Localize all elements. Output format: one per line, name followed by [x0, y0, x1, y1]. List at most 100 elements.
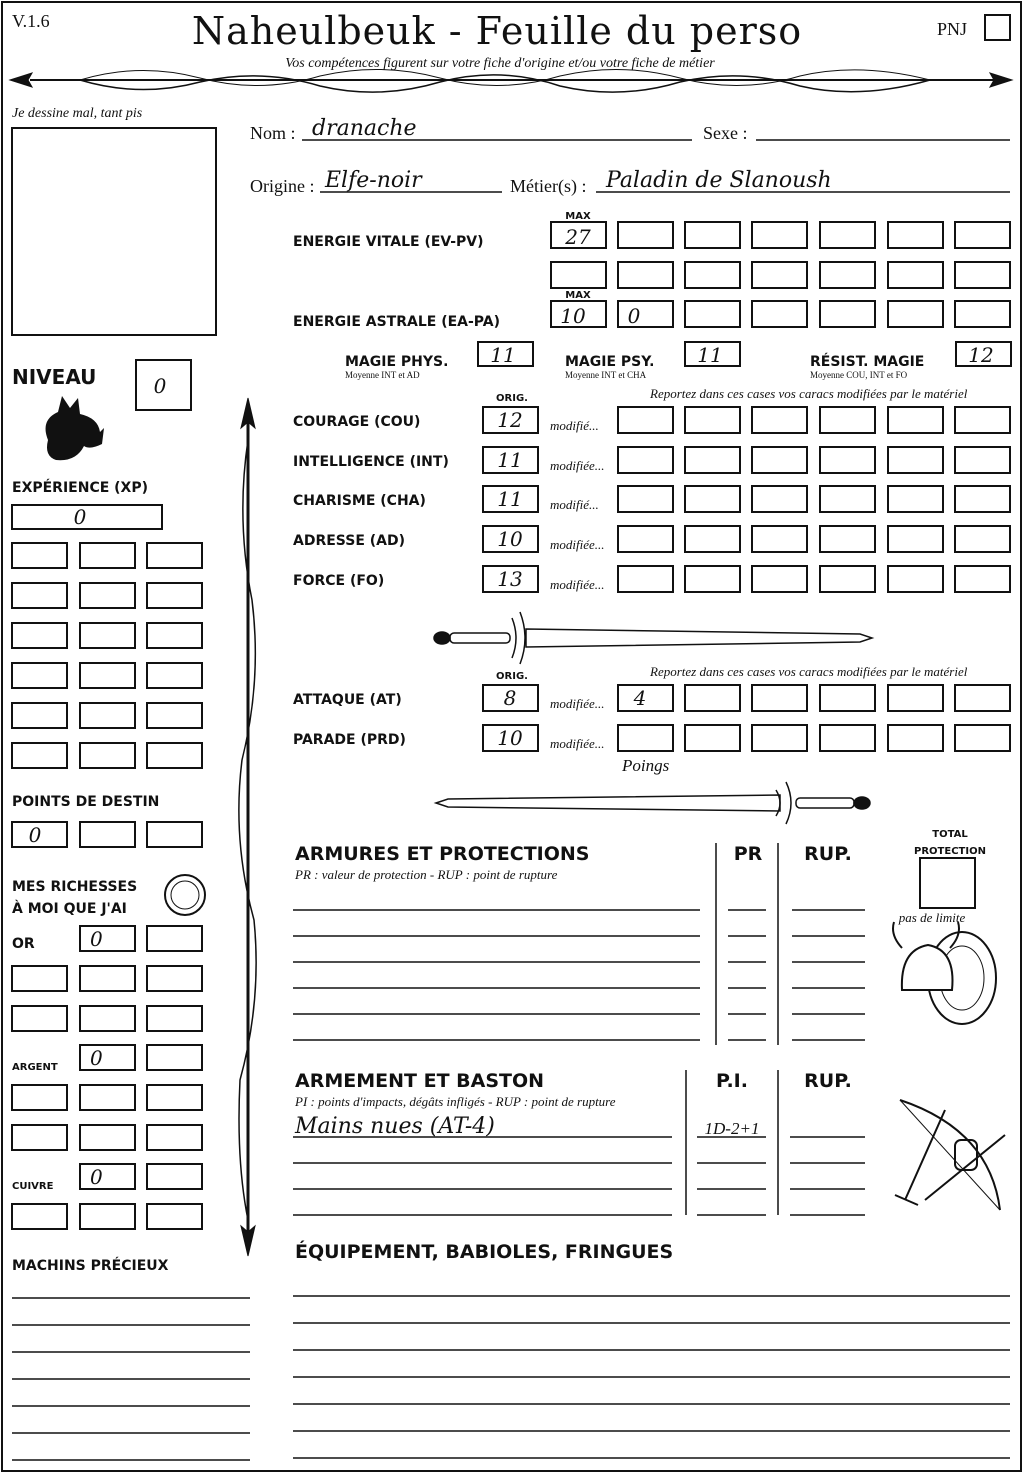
input-box [482, 525, 539, 553]
input-box [11, 504, 163, 530]
sheet-title: Naheulbeuk - Feuille du perso [192, 9, 802, 53]
total-label: TOTAL [932, 829, 968, 840]
input-box [79, 542, 136, 569]
section-title: ARMEMENT ET BASTON [295, 1070, 544, 1092]
input-box [146, 582, 203, 609]
input-box [887, 221, 944, 249]
input-box [146, 542, 203, 569]
stat-value: 8 [504, 686, 517, 710]
input-box [819, 565, 876, 593]
input-box [550, 261, 607, 289]
input-box [146, 1203, 203, 1230]
input-box [79, 925, 136, 952]
sheet-subtitle: Vos compétences figurent sur votre fiche… [285, 56, 715, 71]
name-label: Nom : [250, 123, 296, 143]
stat-value: 10 [497, 726, 523, 750]
stat-label: PARADE (PRD) [293, 732, 406, 748]
stat-label: ADRESSE (AD) [293, 533, 405, 549]
input-box [684, 684, 741, 712]
input-box [146, 821, 203, 848]
input-box [79, 702, 136, 729]
modified-label: modifiée... [550, 577, 605, 592]
top-spear [8, 69, 1014, 93]
sword-2 [433, 781, 871, 825]
magic-label: MAGIE PHYS. [345, 354, 448, 370]
level-label: NIVEAU [12, 365, 96, 389]
input-box [146, 965, 203, 992]
magic-label: MAGIE PSY. [565, 354, 654, 370]
input-box [751, 300, 808, 328]
vital-label: ENERGIE VITALE (EV-PV) [293, 234, 484, 250]
input-box [954, 724, 1011, 752]
input-box [482, 565, 539, 593]
stat-label: CHARISME (CHA) [293, 493, 426, 509]
stat-note: Reportez dans ces cases vos caracs modif… [649, 664, 968, 679]
portrait-label: Je dessine mal, tant pis [12, 106, 143, 121]
input-box [11, 1124, 68, 1151]
input-box [819, 300, 876, 328]
input-box [617, 684, 674, 712]
input-box [11, 1084, 68, 1111]
input-box [550, 221, 607, 249]
no-limit: pas de limite [898, 910, 966, 925]
input-box [146, 1005, 203, 1032]
magic-note: Moyenne INT et CHA [565, 370, 647, 380]
input-box [887, 261, 944, 289]
input-box [477, 341, 534, 367]
input-box [617, 300, 674, 328]
input-box [146, 1044, 203, 1071]
input-box [954, 684, 1011, 712]
stat-value: 11 [497, 487, 522, 511]
input-box [482, 406, 539, 434]
input-box [954, 261, 1011, 289]
input-box [954, 446, 1011, 474]
max-label: MAX [565, 211, 591, 222]
input-box [79, 742, 136, 769]
input-box [819, 406, 876, 434]
input-box [79, 622, 136, 649]
input-box [79, 1005, 136, 1032]
modified-label: modifié... [550, 418, 599, 433]
input-box [617, 406, 674, 434]
input-box [954, 406, 1011, 434]
magic-value: 11 [490, 343, 515, 367]
input-box [751, 724, 808, 752]
input-box [482, 724, 539, 752]
stat-note: Reportez dans ces cases vos caracs modif… [649, 386, 968, 401]
input-box [146, 1084, 203, 1111]
section-title: ARMURES ET PROTECTIONS [295, 843, 590, 865]
input-box [617, 446, 674, 474]
input-box [11, 1005, 68, 1032]
max-label: MAX [565, 290, 591, 301]
input-box [887, 485, 944, 513]
input-box [887, 525, 944, 553]
astral-max: 10 [560, 304, 586, 328]
input-box [11, 582, 68, 609]
input-box [684, 261, 741, 289]
level-value: 0 [154, 374, 167, 398]
input-box [617, 221, 674, 249]
input-box [617, 724, 674, 752]
weapon-pi: 1D-2+1 [705, 1119, 760, 1138]
input-box [887, 300, 944, 328]
currency-label: ARGENT [12, 1062, 58, 1073]
modified-label: modifiée... [550, 537, 605, 552]
currency-value: 0 [90, 1165, 103, 1189]
coin-icon [164, 874, 206, 916]
input-box [79, 1044, 136, 1071]
stat-label: COURAGE (COU) [293, 414, 420, 430]
input-box [954, 221, 1011, 249]
magic-note: Moyenne INT et AD [345, 370, 420, 380]
currency-value: 0 [90, 1046, 103, 1070]
input-box [482, 684, 539, 712]
input-box [751, 684, 808, 712]
input-box [550, 300, 607, 328]
name-value: dranache [312, 116, 417, 141]
input-box [11, 127, 217, 336]
stat-label: INTELLIGENCE (INT) [293, 454, 449, 470]
input-box [617, 525, 674, 553]
input-box [146, 925, 203, 952]
input-box [11, 742, 68, 769]
input-box [684, 724, 741, 752]
